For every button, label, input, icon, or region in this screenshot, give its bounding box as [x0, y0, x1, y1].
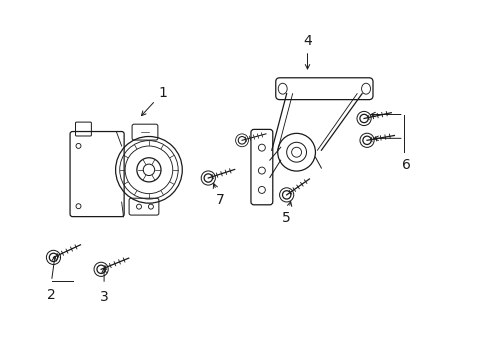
Text: 6: 6 — [402, 158, 410, 172]
Text: 5: 5 — [282, 202, 291, 225]
Text: 7: 7 — [213, 184, 224, 207]
Text: 4: 4 — [303, 34, 311, 69]
Text: 2: 2 — [47, 288, 56, 302]
Text: 3: 3 — [100, 290, 108, 304]
Text: 1: 1 — [141, 86, 167, 116]
